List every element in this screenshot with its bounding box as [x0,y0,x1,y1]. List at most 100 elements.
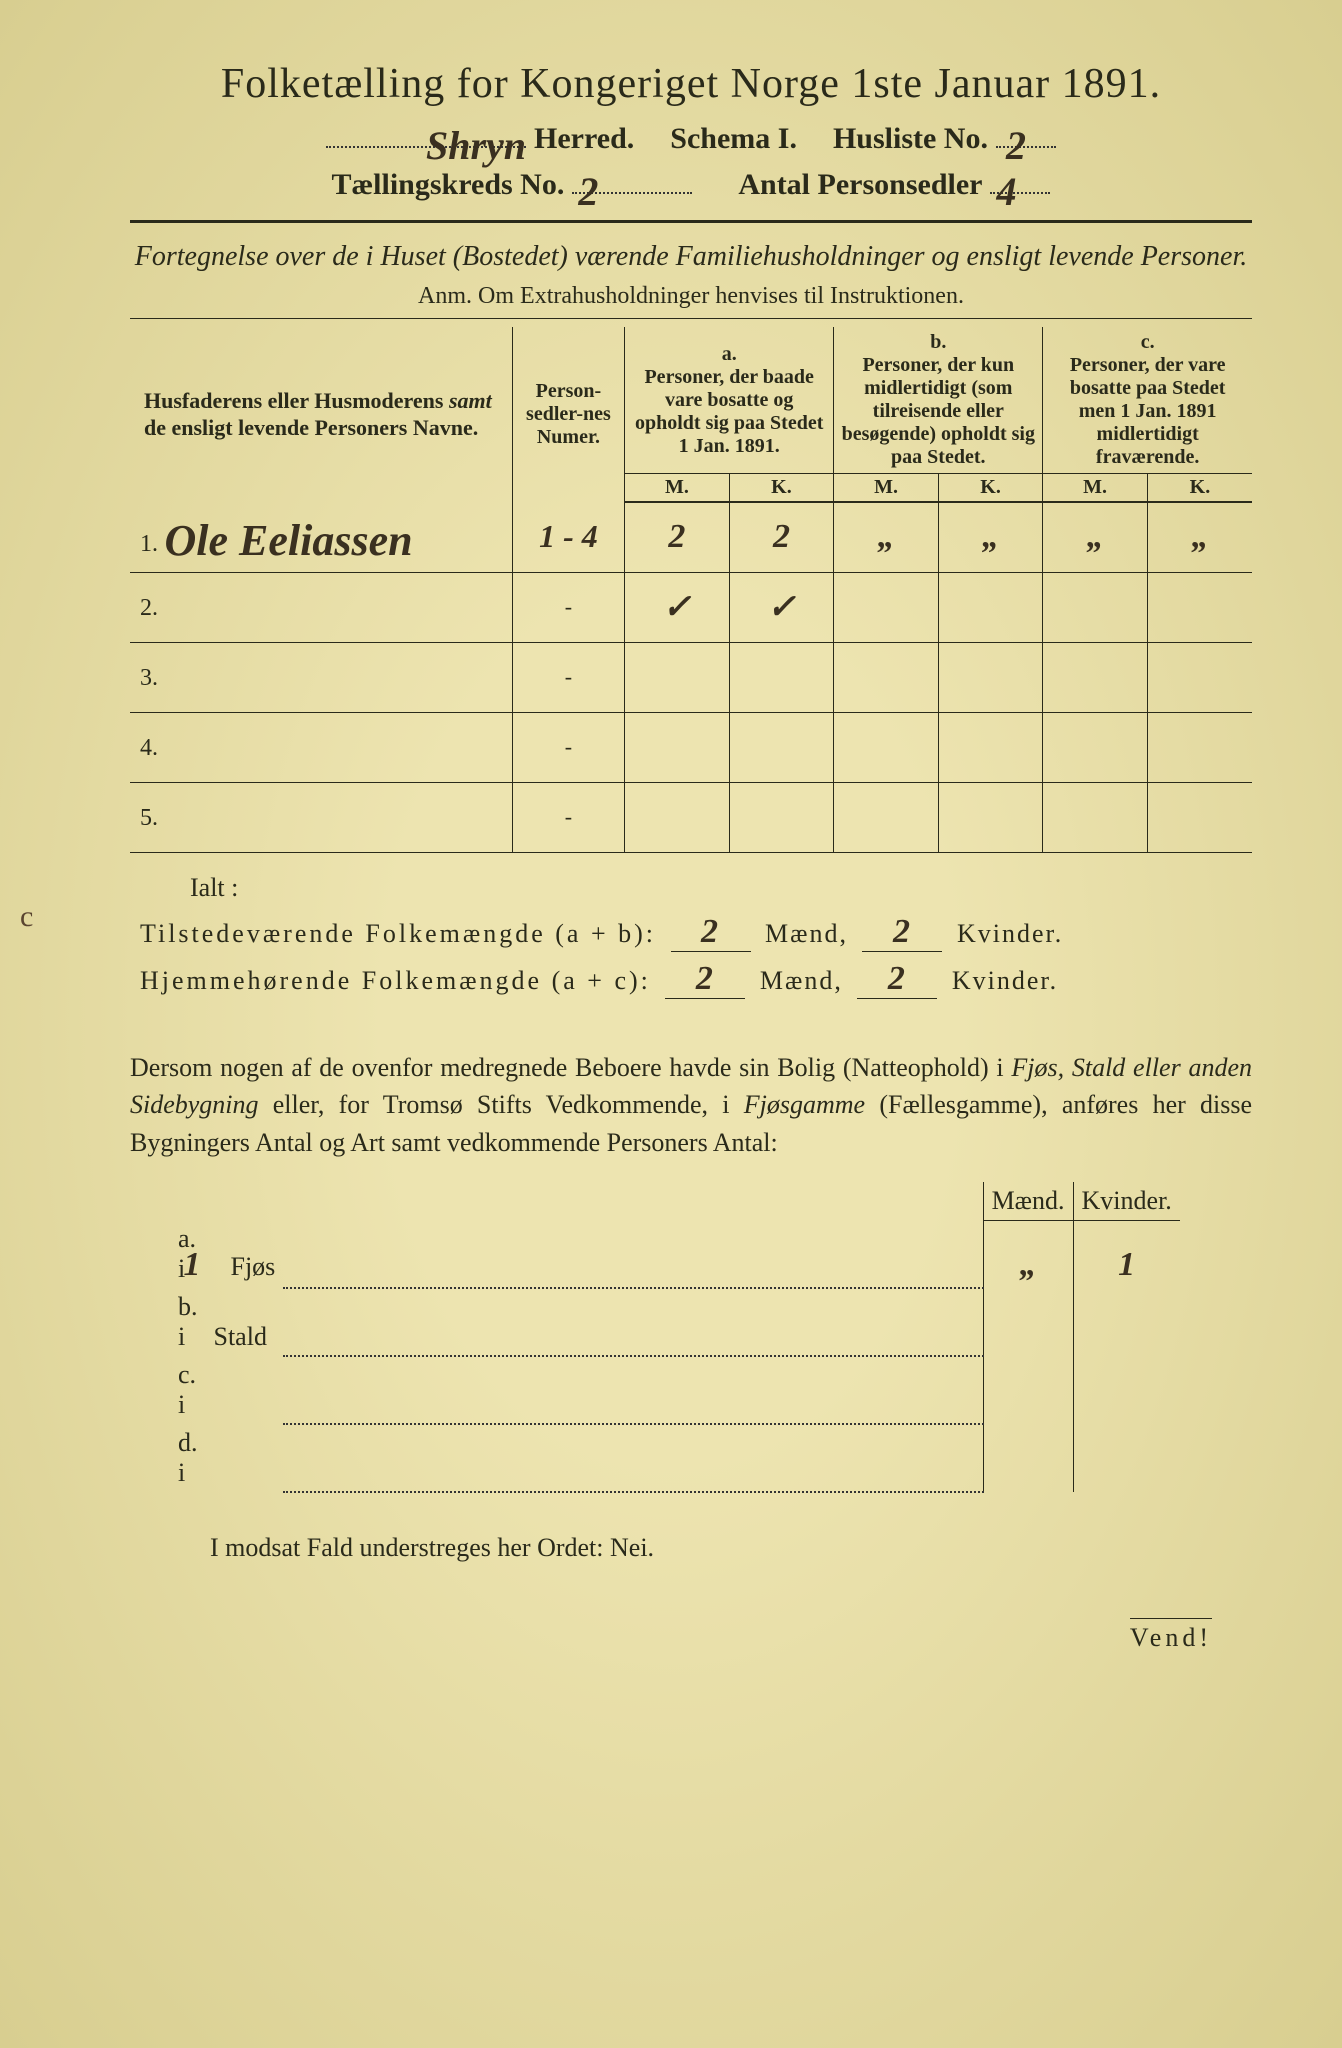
herred-label: Herred. [534,122,634,156]
summary-2-k: 2 [888,960,907,997]
taellingskreds-label: Tællingskreds No. [332,168,565,202]
bottom-row-type: Stald [206,1288,284,1356]
summary-kvinder-2: Kvinder. [952,966,1058,995]
bottom-row-dots [283,1424,983,1492]
summary-maend-1: Mænd, [765,919,848,948]
margin-mark: c [20,900,33,934]
row-a-m [625,782,730,852]
hr-1 [130,220,1252,223]
fortegnelse-text: Fortegnelse over de i Huset (Bostedet) v… [130,241,1252,273]
col-c-text: Personer, der vare bosatte paa Stedet me… [1049,354,1246,469]
row-name: 4. [130,712,512,782]
vend-label: Vend! [130,1623,1252,1653]
herred-handwritten: Shryn [426,122,526,148]
paragraph-text: Dersom nogen af de ovenfor medregnede Be… [130,1049,1252,1162]
col-b-k: K. [938,474,1043,503]
row-c-m [1043,782,1148,852]
row-personsedler: - [512,642,624,712]
modsat-text: I modsat Fald understreges her Ordet: Ne… [210,1533,1252,1563]
summary-1-m: 2 [701,913,720,950]
row-b-k [938,712,1043,782]
table-row: 3. - [130,642,1252,712]
antal-dots: 4 [990,164,1050,194]
row-a-m [625,712,730,782]
bottom-table: Mænd. Kvinder. a. i 1Fjøs „ 1 b. i Stald… [170,1182,1180,1494]
bottom-row-label: c. i [170,1356,206,1424]
col-header-c: c. Personer, der vare bosatte paa Stedet… [1043,327,1252,474]
row-personsedler: - [512,712,624,782]
row-c-m [1043,642,1148,712]
row-a-k: 2 [729,502,834,572]
row-b-k [938,572,1043,642]
row-name: 5. [130,782,512,852]
row-a-k [729,642,834,712]
col-b-label: b. [840,331,1036,354]
summary-2-label: Hjemmehørende Folkemængde (a + c): [140,966,651,995]
col-c-label: c. [1049,331,1246,354]
bottom-row-m [983,1424,1073,1492]
header-line-1: Shryn Herred. Schema I. Husliste No. 2 [130,118,1252,156]
col-a-m: M. [625,474,730,503]
taellingskreds-no: 2 [578,168,598,194]
summary-maend-2: Mænd, [760,966,843,995]
table-row: 5. - [130,782,1252,852]
summary-line-1: Tilstedeværende Folkemængde (a + b): 2 M… [140,913,1252,952]
row-name: 1. Ole Eeliassen [130,502,512,572]
row-b-m [834,642,939,712]
col-b-m: M. [834,474,939,503]
bottom-row-m: „ [983,1220,1073,1288]
col-header-b: b. Personer, der kun midlertidigt (som t… [834,327,1043,474]
col-header-a: a. Personer, der baade vare bosatte og o… [625,327,834,474]
antal-value: 4 [996,168,1016,194]
col-a-k: K. [729,474,834,503]
summary-1-label: Tilstedeværende Folkemængde (a + b): [140,919,656,948]
row-c-k [1147,572,1252,642]
bottom-row: b. i Stald [170,1288,1180,1356]
table-row: 1. Ole Eeliassen 1 - 4 2 2 „ „ „ „ [130,502,1252,572]
row-a-k: ✓ [729,572,834,642]
row-b-k: „ [938,502,1043,572]
row-a-k [729,782,834,852]
anm-text: Anm. Om Extrahusholdninger henvises til … [130,283,1252,310]
bottom-row: c. i [170,1356,1180,1424]
row-a-m: ✓ [625,572,730,642]
bottom-row-m [983,1288,1073,1356]
row-c-k [1147,782,1252,852]
census-form-page: c Folketælling for Kongeriget Norge 1ste… [0,0,1342,2048]
taellingskreds-dots: 2 [572,164,692,194]
bottom-row-type [206,1424,284,1492]
summary-kvinder-1: Kvinder. [957,919,1063,948]
bottom-row-label: b. i [170,1288,206,1356]
row-b-k [938,782,1043,852]
col-header-name: Husfaderens eller Husmoderens samt de en… [130,327,512,502]
row-personsedler: - [512,572,624,642]
table-row: 2. - ✓ ✓ [130,572,1252,642]
bottom-row: d. i [170,1424,1180,1492]
row-c-k [1147,712,1252,782]
row-c-m [1043,572,1148,642]
bottom-row-type: 1Fjøs [206,1220,284,1288]
hr-2 [130,318,1252,319]
col-a-label: a. [631,343,827,366]
bottom-row-k: 1 [1073,1220,1180,1288]
bottom-row-k [1073,1288,1180,1356]
row-b-m [834,782,939,852]
husliste-no: 2 [1006,122,1026,148]
bottom-row-type [206,1356,284,1424]
row-c-k [1147,642,1252,712]
antal-label: Antal Personsedler [738,168,982,202]
bottom-head-k: Kvinder. [1073,1182,1180,1221]
col-header-number: Person-sedler-nes Numer. [512,327,624,502]
header-line-2: Tællingskreds No. 2 Antal Personsedler 4 [130,164,1252,202]
summary-1-k: 2 [893,913,912,950]
col-a-text: Personer, der baade vare bosatte og opho… [631,366,827,458]
row-personsedler: 1 - 4 [512,502,624,572]
row-name: 2. [130,572,512,642]
col-c-m: M. [1043,474,1148,503]
husliste-label: Husliste No. [833,122,988,156]
bottom-head-m: Mænd. [983,1182,1073,1221]
bottom-row-dots [283,1220,983,1288]
bottom-row-dots [283,1288,983,1356]
row-a-k [729,712,834,782]
row-c-k: „ [1147,502,1252,572]
